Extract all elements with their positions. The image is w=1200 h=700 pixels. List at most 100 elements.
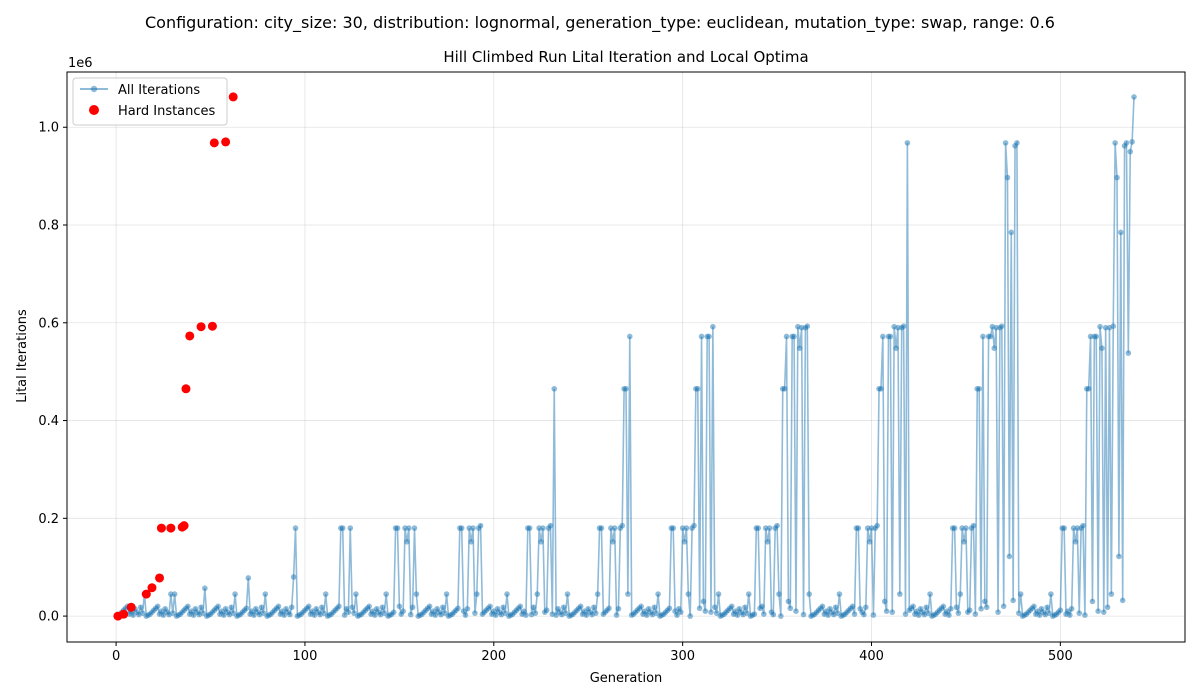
all-iterations-point <box>963 525 969 531</box>
all-iterations-point <box>1123 140 1130 146</box>
hard-instance-point <box>221 137 231 147</box>
all-iterations-point <box>406 525 412 531</box>
all-iterations-point <box>353 591 359 597</box>
all-iterations-point <box>1119 597 1126 604</box>
all-iterations-point <box>666 605 673 612</box>
all-iterations-point <box>995 609 1001 615</box>
all-iterations-point <box>441 610 448 616</box>
y-tick-label: 1.0 <box>38 121 59 136</box>
all-iterations-point <box>492 612 499 618</box>
all-iterations-point <box>543 607 550 614</box>
all-iterations-point <box>455 605 461 612</box>
all-iterations-point <box>623 385 629 392</box>
all-iterations-point <box>674 612 680 618</box>
chart-title: Hill Climbed Run Lital Iteration and Loc… <box>443 48 808 66</box>
all-iterations-point <box>897 591 903 597</box>
hard-instance-point <box>156 523 166 533</box>
all-iterations-point <box>683 525 690 531</box>
all-iterations-point <box>1076 610 1083 616</box>
y-tick-label: 0.0 <box>38 610 59 625</box>
all-iterations-point <box>396 603 403 610</box>
all-iterations-point <box>351 610 357 616</box>
all-iterations-point <box>564 591 571 597</box>
all-iterations-point <box>925 610 931 616</box>
all-iterations-point <box>609 538 616 545</box>
all-iterations-point <box>1017 591 1024 597</box>
all-iterations-point <box>592 610 599 616</box>
all-iterations-point <box>1114 174 1120 181</box>
all-iterations-point <box>1014 140 1020 146</box>
y-tick-label: 0.6 <box>38 316 59 331</box>
all-iterations-point <box>1112 140 1118 146</box>
all-iterations-point <box>611 525 618 531</box>
all-iterations-point <box>383 591 389 597</box>
all-iterations-point <box>991 345 998 352</box>
all-iterations-point <box>1002 140 1009 146</box>
all-iterations-point <box>1110 323 1117 330</box>
all-iterations-point <box>915 612 922 618</box>
all-iterations-point <box>881 598 888 605</box>
hard-instance-point <box>147 583 157 593</box>
all-iterations-point <box>946 612 952 618</box>
all-iterations-point <box>1031 603 1037 610</box>
all-iterations-point <box>651 604 658 611</box>
all-iterations-point <box>500 604 507 611</box>
all-iterations-point <box>487 603 493 610</box>
all-iterations-point <box>462 612 469 618</box>
all-iterations-point <box>713 610 720 616</box>
ticks: 0 100 200 300 400 500 0.0 0.2 0.4 0.6 0.8 1.0 <box>38 121 1072 664</box>
all-iterations-point <box>785 598 792 605</box>
all-iterations-point <box>806 591 812 597</box>
all-iterations-point <box>625 591 631 597</box>
all-iterations-point <box>923 604 930 611</box>
y-axis-label: Lital Iterations <box>15 309 30 403</box>
all-iterations-point <box>1089 598 1096 605</box>
all-iterations-point <box>390 609 397 615</box>
all-iterations-point <box>900 323 907 330</box>
all-iterations-point <box>1125 350 1132 356</box>
all-iterations-point <box>292 525 299 531</box>
all-iterations-point <box>851 611 858 617</box>
all-iterations-point <box>870 612 877 618</box>
all-iterations-point <box>1046 610 1052 616</box>
legend: All Iterations Hard Instances <box>72 77 228 126</box>
hard-instance-point <box>179 521 189 531</box>
all-iterations-point <box>951 525 958 531</box>
all-iterations-point <box>1004 174 1011 181</box>
all-iterations-point <box>696 605 703 612</box>
y-tick-label: 0.2 <box>38 512 59 527</box>
all-iterations-point <box>1104 604 1111 611</box>
all-iterations-point <box>734 612 741 618</box>
all-iterations-point <box>711 604 718 611</box>
all-iterations-point <box>742 604 748 611</box>
all-iterations-point <box>336 603 342 610</box>
all-iterations-point <box>691 522 697 529</box>
all-iterations-point <box>577 603 584 610</box>
all-iterations-point <box>502 610 508 616</box>
all-iterations-point <box>154 603 161 610</box>
hard-instance-point <box>141 589 151 599</box>
all-iterations-point <box>1067 612 1073 618</box>
all-iterations-point <box>643 612 650 618</box>
all-iterations-point <box>1080 522 1086 529</box>
all-iterations-point <box>982 598 988 605</box>
all-iterations-point <box>379 604 386 611</box>
legend-hard-dot <box>89 105 99 115</box>
axes-frame <box>66 71 1186 643</box>
all-iterations-point <box>366 603 372 610</box>
all-iterations-point <box>825 612 831 618</box>
all-iterations-point <box>1100 609 1107 615</box>
all-iterations-point <box>706 333 712 340</box>
all-iterations-point <box>970 522 977 529</box>
all-iterations-point <box>755 525 761 531</box>
all-iterations-point <box>855 525 862 531</box>
all-iterations-point <box>1008 229 1015 236</box>
all-iterations-point <box>562 610 569 616</box>
all-iterations-point <box>538 538 544 545</box>
all-iterations-point <box>902 611 909 617</box>
all-iterations-point <box>287 611 293 618</box>
legend-label-all-iterations: All Iterations <box>118 83 200 98</box>
all-iterations-point <box>523 612 529 618</box>
all-iterations-point <box>702 608 709 614</box>
all-iterations-point <box>1108 591 1115 597</box>
